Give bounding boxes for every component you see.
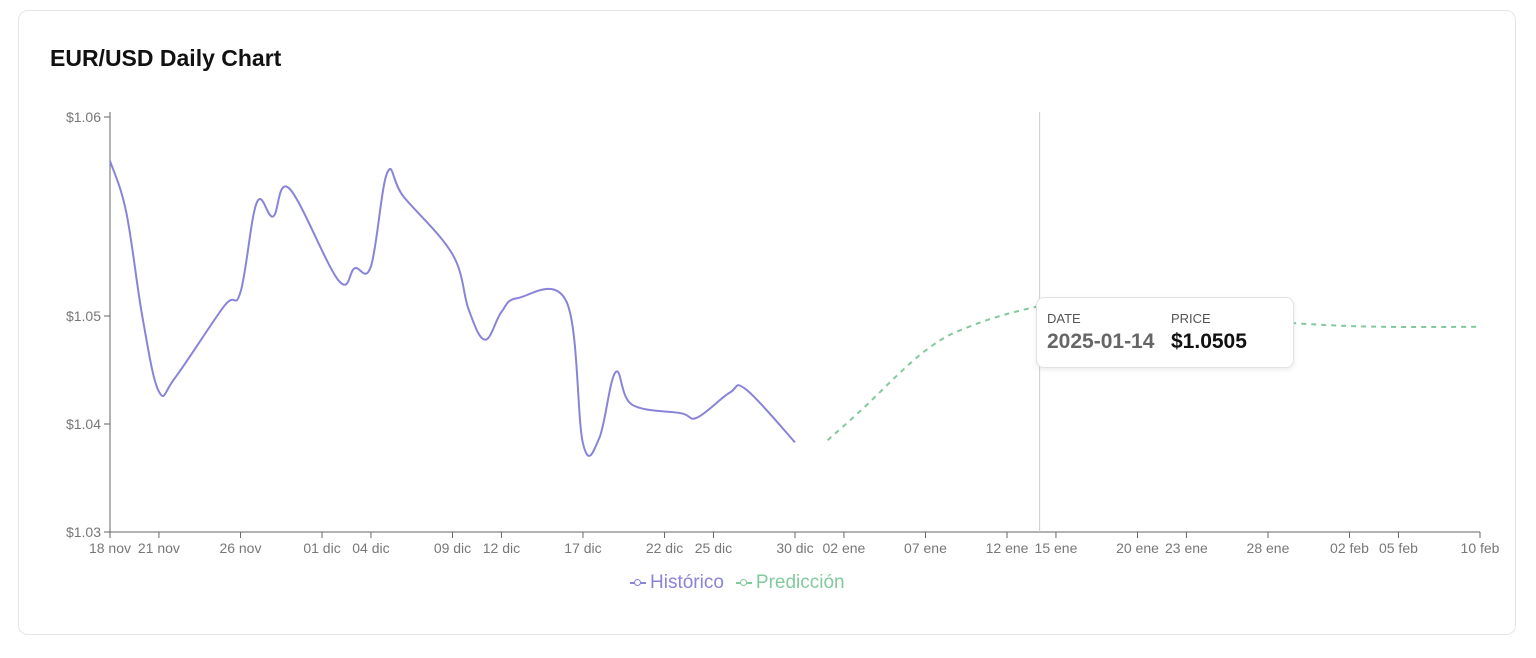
data-point[interactable] <box>922 348 928 354</box>
y-tick-label: $1.03 <box>66 524 101 540</box>
data-point[interactable] <box>857 408 863 414</box>
x-tick-label: 12 ene <box>986 540 1029 556</box>
data-point[interactable] <box>1298 321 1304 327</box>
data-point[interactable] <box>792 439 798 445</box>
data-point[interactable] <box>694 415 700 421</box>
data-point[interactable] <box>335 277 341 283</box>
x-tick-label: 12 dic <box>483 540 520 556</box>
data-point[interactable] <box>564 299 570 305</box>
tooltip-price-value: $1.0505 <box>1171 330 1247 353</box>
chart-title: EUR/USD Daily Chart <box>50 45 282 71</box>
x-tick-label: 02 ene <box>823 540 866 556</box>
legend-line-icon <box>735 578 752 588</box>
x-tick-label: 20 ene <box>1116 540 1159 556</box>
chart-legend: Histórico Predicción <box>630 572 845 594</box>
data-point[interactable] <box>140 315 146 321</box>
legend-item-prediccion[interactable]: Predicción <box>735 572 845 594</box>
data-point[interactable] <box>450 251 456 257</box>
data-point[interactable] <box>580 440 586 446</box>
data-point[interactable] <box>727 390 733 396</box>
data-point[interactable] <box>107 158 113 164</box>
data-point[interactable] <box>466 307 472 313</box>
data-point[interactable] <box>613 369 619 375</box>
y-tick-label: $1.06 <box>66 109 101 125</box>
x-tick-label: 22 dic <box>646 540 683 556</box>
data-point[interactable] <box>368 263 374 269</box>
series-line-historico[interactable] <box>109 160 796 457</box>
legend-line-icon <box>630 578 646 588</box>
data-point[interactable] <box>498 309 504 315</box>
x-tick-label: 01 dic <box>303 540 340 556</box>
data-point[interactable] <box>237 289 243 295</box>
data-point[interactable] <box>825 437 831 443</box>
x-tick-label: 30 dic <box>776 540 813 556</box>
data-point[interactable] <box>1477 324 1483 330</box>
y-tick-label: $1.04 <box>66 416 101 432</box>
chart-tooltip: DATE 2025-01-14 PRICE $1.0505 <box>1036 297 1294 368</box>
x-tick-label: 05 feb <box>1379 540 1418 556</box>
x-tick-label: 02 feb <box>1330 540 1369 556</box>
data-point[interactable] <box>270 214 276 220</box>
tooltip-price-label: PRICE <box>1171 311 1211 326</box>
x-tick-label: 07 ene <box>904 540 947 556</box>
data-point[interactable] <box>678 410 684 416</box>
data-point[interactable] <box>352 265 358 271</box>
x-tick-label: 09 dic <box>434 540 471 556</box>
x-tick-label: 28 ene <box>1247 540 1290 556</box>
data-point[interactable] <box>515 295 521 301</box>
x-tick-label: 04 dic <box>352 540 389 556</box>
data-point[interactable] <box>971 322 977 328</box>
legend-label-historico: Histórico <box>650 572 724 593</box>
tooltip-date-value: 2025-01-14 <box>1047 330 1155 353</box>
tooltip-price-column: PRICE $1.0505 <box>1171 311 1247 354</box>
data-point[interactable] <box>254 200 260 206</box>
legend-label-prediccion: Predicción <box>755 572 845 593</box>
data-point[interactable] <box>1379 324 1385 330</box>
data-point[interactable] <box>156 389 162 395</box>
x-tick-label: 17 dic <box>564 540 601 556</box>
x-tick-label: 15 ene <box>1035 540 1078 556</box>
data-point[interactable] <box>482 337 488 343</box>
x-tick-label: 21 nov <box>138 540 180 556</box>
data-point[interactable] <box>286 186 292 192</box>
data-point[interactable] <box>123 210 129 216</box>
data-point[interactable] <box>629 402 635 408</box>
x-tick-label: 26 nov <box>219 540 261 556</box>
x-tick-label: 23 ene <box>1165 540 1208 556</box>
x-tick-label: 25 dic <box>695 540 732 556</box>
x-tick-label: 18 nov <box>89 540 131 556</box>
x-tick-label: 10 feb <box>1461 540 1500 556</box>
tooltip-date-column: DATE 2025-01-14 <box>1047 311 1154 354</box>
y-tick-label: $1.05 <box>66 308 101 324</box>
data-point[interactable] <box>221 303 227 309</box>
data-point[interactable] <box>384 170 390 176</box>
data-point[interactable] <box>172 375 178 381</box>
data-point[interactable] <box>401 194 407 200</box>
data-point[interactable] <box>596 435 602 441</box>
data-point[interactable] <box>743 386 749 392</box>
tooltip-date-label: DATE <box>1047 311 1081 326</box>
legend-item-historico[interactable]: Histórico <box>630 572 724 594</box>
series-line-prediccion[interactable] <box>826 299 1481 441</box>
chart-axes: $1.03 $1.04 $1.05 $1.06 18 nov 21 nov 26 nov 01… <box>66 109 1500 556</box>
